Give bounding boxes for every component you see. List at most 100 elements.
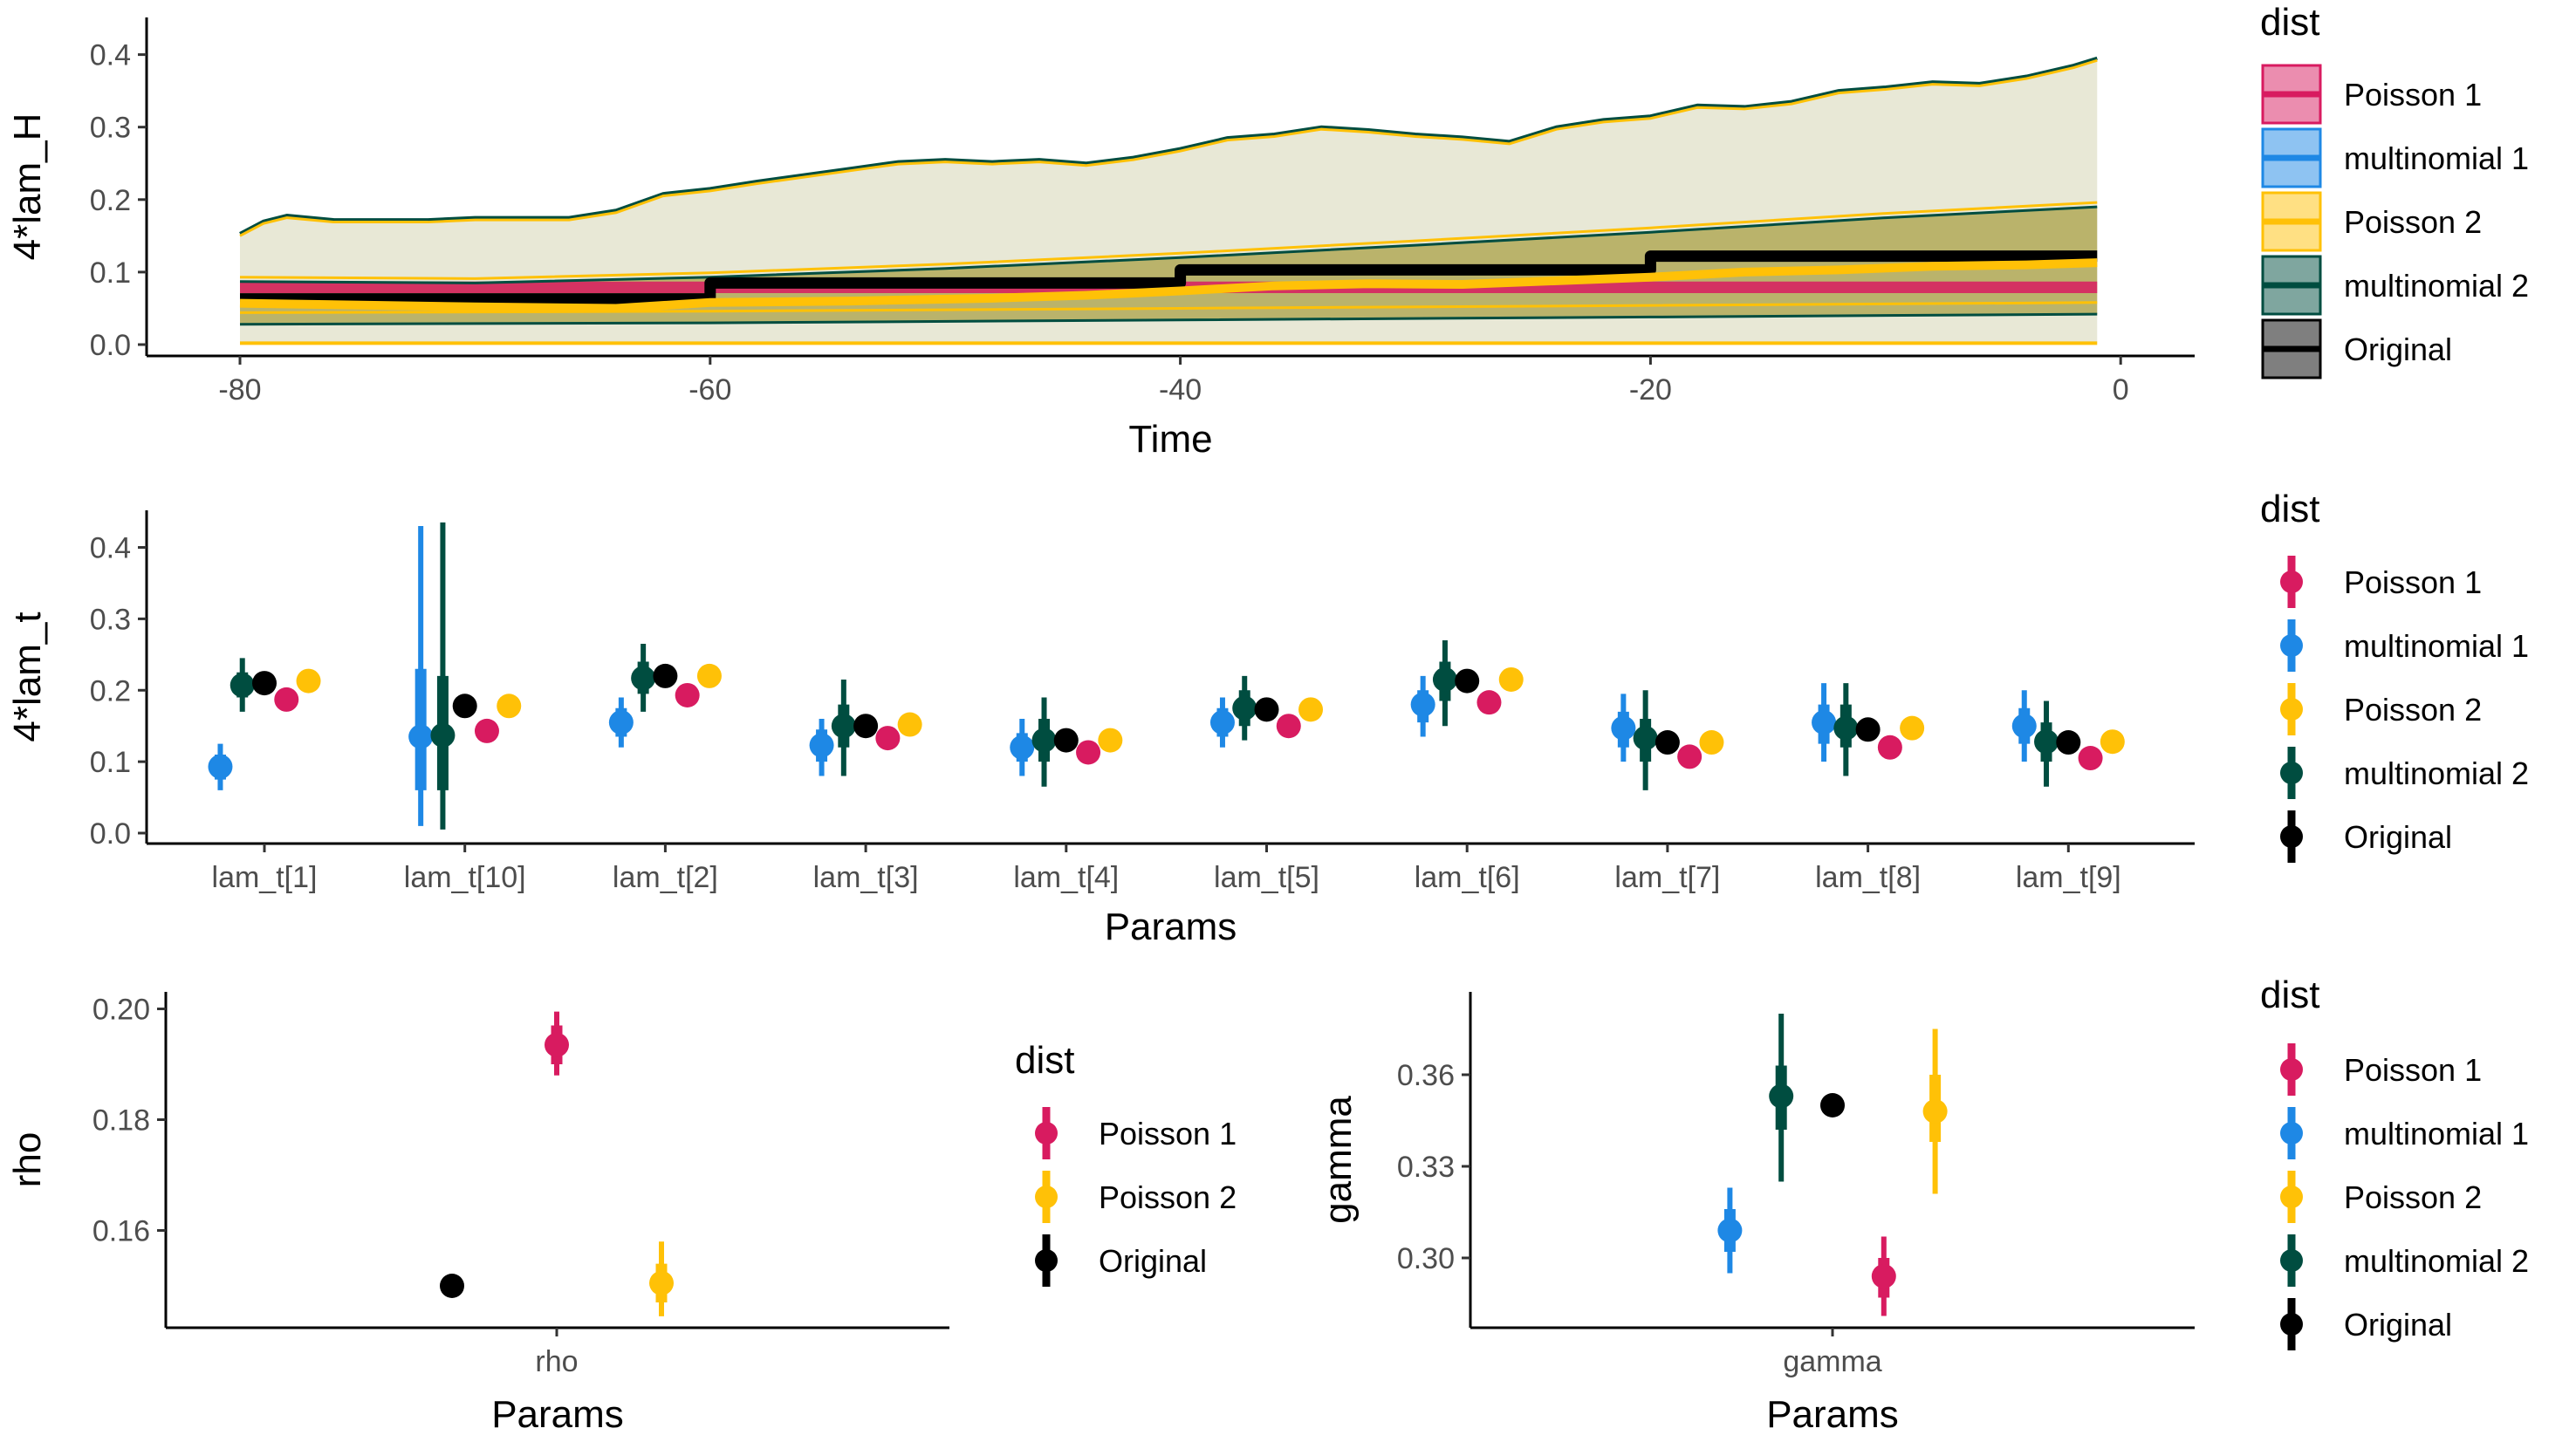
- series-original: [440, 1274, 464, 1298]
- point: [1855, 717, 1881, 742]
- legend-label: multinomial 1: [2344, 1116, 2529, 1152]
- x-axis-title: Params: [1766, 1393, 1899, 1436]
- y-tick-label: 0.0: [90, 329, 131, 362]
- chart-top: Time 4*lam_H 0.0 0.1 0.2 0.3 0.4 -80 -60 -40 -20 0 d…: [6, 1, 2529, 461]
- point: [1031, 728, 1057, 753]
- legend-item-poisson-2: Poisson 2: [2280, 1171, 2482, 1223]
- x-tick-label: lam_t[3]: [813, 861, 919, 894]
- multinomial-2-upper-line: [239, 56, 2098, 236]
- point: [1232, 695, 1257, 721]
- y-tick-label: 0.4: [90, 532, 131, 565]
- point: [1655, 730, 1680, 755]
- y-tick-label: 0.16: [92, 1215, 150, 1248]
- point: [2056, 730, 2081, 755]
- y-tick-label: 0.0: [90, 817, 131, 851]
- x-tick-label: lam_t[7]: [1614, 861, 1720, 894]
- y-tick-label: 0.3: [90, 603, 131, 636]
- y-tick-label: 0.2: [90, 184, 131, 217]
- point: [2011, 714, 2037, 739]
- legend-key-point: [2280, 1058, 2303, 1081]
- legend-key-point: [2280, 1249, 2303, 1272]
- legend-item-original: Original: [2280, 1298, 2452, 1350]
- legend-item-multinomial-1: multinomial 1: [2280, 619, 2529, 672]
- legend-item-poisson-1: Poisson 1: [2280, 1043, 2482, 1096]
- legend-item-original: Original: [2280, 810, 2452, 863]
- x-tick-label: 0: [2113, 373, 2129, 407]
- series-poisson-1: [545, 1011, 569, 1076]
- legend-item-poisson-1: Poisson 1: [1035, 1107, 1237, 1159]
- legend-item-multinomial-2: multinomial 2: [2280, 747, 2529, 799]
- chart-bottom-left: Params rho 0.16 0.18 0.20 rho dist Poisson 1 Poi…: [6, 992, 1237, 1436]
- y-tick-label: 0.4: [90, 39, 131, 72]
- legend-label: multinomial 2: [2344, 1243, 2529, 1279]
- point: [1833, 715, 1859, 741]
- legend-title: dist: [2260, 1, 2319, 44]
- point: [545, 1032, 569, 1057]
- series-multinomial-2: [230, 522, 2059, 830]
- point: [1010, 735, 1035, 760]
- point: [1298, 697, 1324, 722]
- y-tick-label: 0.1: [90, 256, 131, 290]
- point: [2100, 729, 2125, 755]
- y-tick-label: 0.30: [1397, 1242, 1455, 1275]
- legend-title: dist: [1015, 1039, 1074, 1082]
- point: [853, 714, 879, 739]
- series-line-poisson-2: [239, 258, 2098, 313]
- point: [1498, 666, 1524, 692]
- legend-key-point: [2280, 1186, 2303, 1208]
- x-tick-label: lam_t[4]: [1013, 861, 1119, 894]
- series-poisson-2: [649, 1241, 674, 1316]
- series-multinomial-1: [1717, 1187, 1743, 1274]
- point: [1717, 1218, 1743, 1243]
- point: [1877, 735, 1902, 760]
- x-tick-label: -20: [1629, 373, 1672, 407]
- point: [497, 694, 522, 719]
- series-multinomial-2: [1769, 1014, 1794, 1182]
- legend-label: Original: [1099, 1243, 1207, 1279]
- legend-item-poisson-1: Poisson 1: [2261, 64, 2482, 125]
- y-tick-label: 0.18: [92, 1104, 150, 1138]
- x-tick-label: -80: [218, 373, 261, 407]
- legend-item-poisson-2: Poisson 2: [2280, 683, 2482, 735]
- x-tick-label: -40: [1159, 373, 1202, 407]
- x-tick-label: lam_t[10]: [404, 861, 526, 894]
- point: [1871, 1264, 1896, 1288]
- point: [1677, 744, 1702, 769]
- chart-bottom-right: Params gamma 0.30 0.33 0.36 gamma dist Poisson …: [1317, 974, 2529, 1436]
- legend-label: Poisson 1: [2344, 1052, 2482, 1088]
- x-tick-label: -60: [689, 373, 731, 407]
- x-tick-label: lam_t[2]: [613, 861, 718, 894]
- series-multinomial-1: [208, 525, 2037, 826]
- point: [274, 687, 299, 712]
- point: [696, 663, 722, 688]
- point: [208, 754, 233, 779]
- point: [1053, 728, 1079, 753]
- series-line-original: [240, 250, 2098, 305]
- point: [649, 1270, 674, 1295]
- legend-label: Original: [2344, 819, 2452, 855]
- legend-item-multinomial-1: multinomial 1: [2261, 127, 2529, 188]
- y-tick-label: 0.2: [90, 674, 131, 707]
- point: [631, 666, 656, 691]
- legend-item-poisson-1: Poisson 1: [2280, 556, 2482, 608]
- y-axis-title: 4*lam_H: [6, 113, 49, 261]
- x-axis-title: Params: [491, 1393, 624, 1436]
- legend-label: multinomial 2: [2344, 268, 2529, 304]
- legend-title: dist: [2260, 488, 2319, 530]
- legend-label: Original: [2344, 1307, 2452, 1343]
- point: [474, 718, 499, 743]
- point: [1410, 692, 1435, 717]
- multinomial-2-inner-lower-line: [239, 312, 2098, 326]
- point: [1611, 715, 1636, 741]
- point: [440, 1274, 464, 1298]
- y-tick-label: 0.3: [90, 112, 131, 145]
- point: [1098, 728, 1123, 753]
- point: [1209, 710, 1235, 735]
- series-poisson-2: [1922, 1029, 1948, 1194]
- point: [1812, 710, 1837, 735]
- legend-key-point: [2280, 1313, 2303, 1336]
- point: [875, 726, 901, 751]
- legend-key-point: [1035, 1249, 1058, 1272]
- y-axis-title: gamma: [1317, 1096, 1360, 1224]
- x-tick-label: lam_t[6]: [1415, 861, 1520, 894]
